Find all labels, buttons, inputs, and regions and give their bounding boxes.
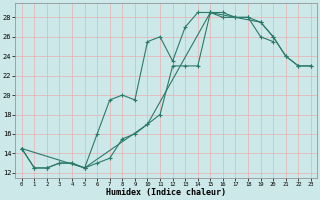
X-axis label: Humidex (Indice chaleur): Humidex (Indice chaleur) [106,188,226,197]
